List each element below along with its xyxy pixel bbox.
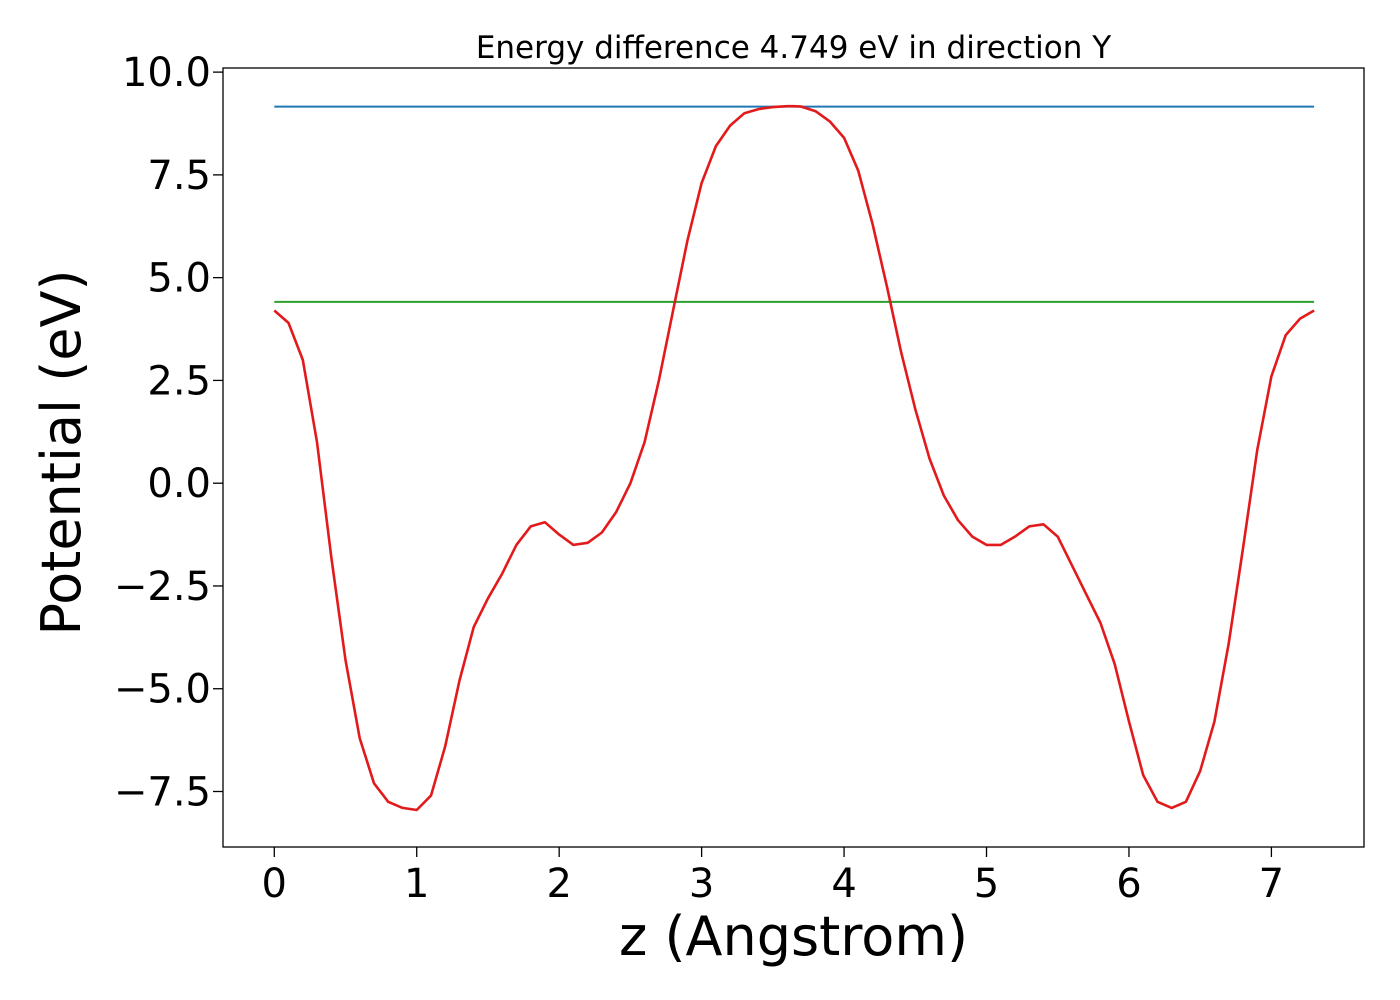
x-tick-label: 3 — [689, 861, 714, 907]
y-tick-label: −2.5 — [114, 564, 211, 610]
x-axis-label: z (Angstrom) — [619, 905, 968, 968]
y-tick-label: 10.0 — [122, 50, 211, 96]
x-tick-label: 6 — [1116, 861, 1141, 907]
chart-title: Energy difference 4.749 eV in direction … — [476, 30, 1111, 66]
series-layer — [273, 104, 1315, 812]
x-tick-label: 2 — [546, 861, 571, 907]
x-tick-label: 1 — [404, 861, 429, 907]
y-tick-label: 7.5 — [147, 153, 211, 199]
ticks-layer: 0 1 2 3 4 5 6 7 10.0 7.5 5.0 2.5 0.0 −2.5 −5.0 −7.5 — [114, 50, 1284, 907]
y-tick-label: 0.0 — [147, 461, 211, 507]
x-tick-label: 5 — [974, 861, 999, 907]
plot-frame — [222, 67, 1365, 848]
x-tick-label: 0 — [262, 861, 287, 907]
y-axis-label: Potential (eV) — [30, 269, 93, 635]
potential-curve — [273, 104, 1315, 812]
x-tick-label: 7 — [1259, 861, 1284, 907]
x-tick-label: 4 — [831, 861, 856, 907]
y-tick-label: −7.5 — [114, 770, 211, 816]
y-tick-label: 2.5 — [147, 358, 211, 404]
y-tick-label: −5.0 — [114, 667, 211, 713]
y-tick-label: 5.0 — [147, 256, 211, 302]
